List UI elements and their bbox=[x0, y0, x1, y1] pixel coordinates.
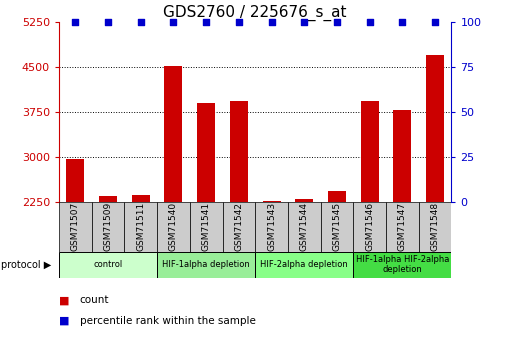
Text: GSM71541: GSM71541 bbox=[202, 202, 211, 252]
Point bbox=[366, 20, 374, 25]
Bar bbox=[393, 110, 411, 336]
Point bbox=[104, 20, 112, 25]
Bar bbox=[295, 199, 313, 336]
Point bbox=[300, 20, 308, 25]
Text: GSM71509: GSM71509 bbox=[104, 202, 112, 252]
Bar bbox=[328, 191, 346, 336]
Bar bbox=[361, 101, 379, 336]
Point bbox=[267, 20, 275, 25]
Bar bbox=[288, 202, 321, 252]
Text: GSM71548: GSM71548 bbox=[430, 202, 440, 252]
Bar bbox=[59, 202, 92, 252]
Text: GSM71545: GSM71545 bbox=[332, 202, 342, 252]
Text: HIF-1alpha depletion: HIF-1alpha depletion bbox=[162, 260, 250, 269]
Bar bbox=[165, 66, 183, 336]
Point bbox=[136, 20, 145, 25]
Point bbox=[71, 20, 80, 25]
Point bbox=[333, 20, 341, 25]
Point bbox=[398, 20, 406, 25]
Point bbox=[169, 20, 177, 25]
Text: percentile rank within the sample: percentile rank within the sample bbox=[80, 316, 255, 326]
Bar bbox=[353, 252, 451, 278]
Bar bbox=[255, 252, 353, 278]
Bar bbox=[99, 196, 117, 336]
Text: ■: ■ bbox=[59, 295, 69, 305]
Bar bbox=[230, 101, 248, 336]
Bar bbox=[190, 202, 223, 252]
Point bbox=[235, 20, 243, 25]
Text: count: count bbox=[80, 295, 109, 305]
Text: HIF-1alpha HIF-2alpha
depletion: HIF-1alpha HIF-2alpha depletion bbox=[356, 255, 449, 275]
Bar bbox=[124, 202, 157, 252]
Text: GSM71544: GSM71544 bbox=[300, 202, 309, 252]
Text: GSM71546: GSM71546 bbox=[365, 202, 374, 252]
Text: GSM71547: GSM71547 bbox=[398, 202, 407, 252]
Text: HIF-2alpha depletion: HIF-2alpha depletion bbox=[261, 260, 348, 269]
Bar bbox=[157, 202, 190, 252]
Bar bbox=[321, 202, 353, 252]
Bar bbox=[386, 202, 419, 252]
Text: GSM71511: GSM71511 bbox=[136, 202, 145, 252]
Text: ■: ■ bbox=[59, 316, 69, 326]
Title: GDS2760 / 225676_s_at: GDS2760 / 225676_s_at bbox=[164, 5, 347, 21]
Text: GSM71540: GSM71540 bbox=[169, 202, 178, 252]
Bar bbox=[157, 252, 255, 278]
Bar bbox=[59, 252, 157, 278]
Point bbox=[202, 20, 210, 25]
Bar bbox=[255, 202, 288, 252]
Point bbox=[431, 20, 439, 25]
Bar bbox=[66, 159, 84, 336]
Text: GSM71507: GSM71507 bbox=[71, 202, 80, 252]
Text: GSM71543: GSM71543 bbox=[267, 202, 276, 252]
Text: protocol ▶: protocol ▶ bbox=[1, 260, 51, 270]
Text: control: control bbox=[93, 260, 123, 269]
Bar bbox=[92, 202, 125, 252]
Bar bbox=[197, 103, 215, 336]
Bar bbox=[223, 202, 255, 252]
Text: GSM71542: GSM71542 bbox=[234, 202, 243, 252]
Bar bbox=[263, 201, 281, 336]
Bar bbox=[419, 202, 451, 252]
Bar bbox=[426, 55, 444, 336]
Bar bbox=[132, 195, 150, 336]
Bar bbox=[353, 202, 386, 252]
